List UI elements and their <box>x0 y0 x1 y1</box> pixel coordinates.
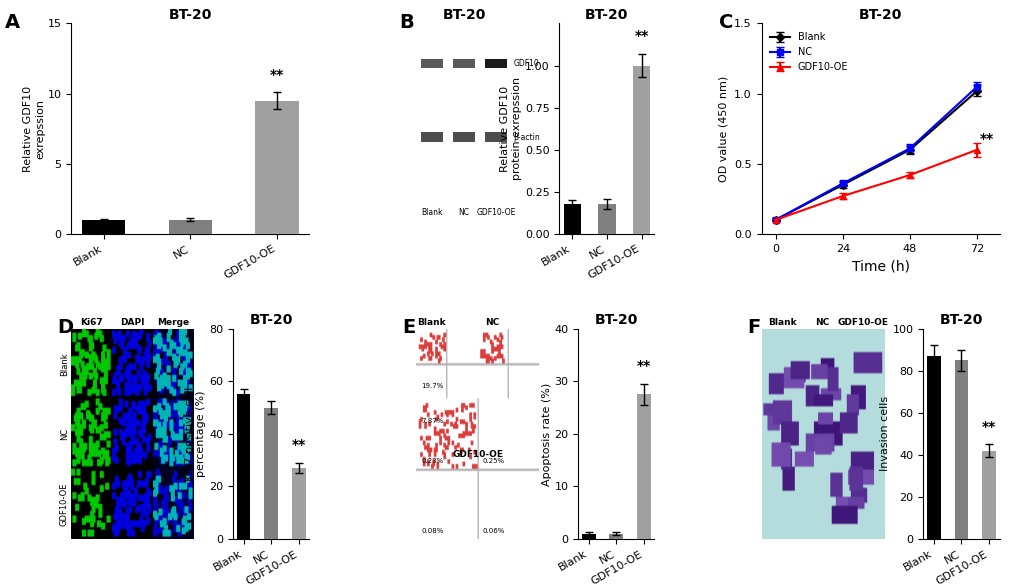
Text: GDF10-OE: GDF10-OE <box>451 450 502 459</box>
Text: **: ** <box>981 420 996 434</box>
Bar <box>255 101 299 234</box>
Text: GDF10: GDF10 <box>513 59 538 68</box>
Text: NC: NC <box>815 318 828 326</box>
Bar <box>564 203 581 234</box>
FancyBboxPatch shape <box>421 59 443 68</box>
Y-axis label: Apoptosis rate (%): Apoptosis rate (%) <box>541 382 551 486</box>
Bar <box>291 468 306 539</box>
FancyBboxPatch shape <box>484 132 506 142</box>
Text: 0.23%: 0.23% <box>421 458 443 464</box>
Bar <box>637 394 650 539</box>
Text: E: E <box>401 318 415 337</box>
Y-axis label: Relative GDF10
exrepssion: Relative GDF10 exrepssion <box>23 86 45 172</box>
FancyBboxPatch shape <box>452 59 475 68</box>
Text: A: A <box>5 13 19 32</box>
Text: 19.7%: 19.7% <box>421 383 443 389</box>
Title: BT-20: BT-20 <box>442 8 485 22</box>
Bar <box>264 408 278 539</box>
Title: BT-20: BT-20 <box>168 8 212 22</box>
Text: DAPI: DAPI <box>120 318 145 326</box>
Text: GDF10-OE: GDF10-OE <box>476 209 515 217</box>
Y-axis label: OD value (450 nm): OD value (450 nm) <box>718 76 728 182</box>
Title: BT-20: BT-20 <box>858 8 902 22</box>
Text: GDF10-OE: GDF10-OE <box>837 318 888 326</box>
Text: B: B <box>399 13 414 32</box>
Title: BT-20: BT-20 <box>594 314 638 328</box>
Bar <box>581 534 595 539</box>
Bar <box>632 66 649 234</box>
Text: **: ** <box>636 359 650 373</box>
Text: 0.06%: 0.06% <box>482 528 504 534</box>
Text: D: D <box>57 318 72 337</box>
Text: GDF10-OE: GDF10-OE <box>60 482 69 526</box>
Bar <box>981 451 996 539</box>
FancyBboxPatch shape <box>421 132 443 142</box>
Text: **: ** <box>270 67 284 81</box>
Text: **: ** <box>291 438 306 452</box>
Title: BT-20: BT-20 <box>938 314 982 328</box>
Text: Blank: Blank <box>767 318 796 326</box>
Text: Blank: Blank <box>421 209 442 217</box>
Text: 7.87%: 7.87% <box>421 418 443 424</box>
Text: 0.25%: 0.25% <box>482 458 504 464</box>
Text: 0.08%: 0.08% <box>421 528 443 534</box>
Text: Merge: Merge <box>157 318 189 326</box>
Bar <box>926 356 940 539</box>
Legend: Blank, NC, GDF10-OE: Blank, NC, GDF10-OE <box>765 28 851 76</box>
Bar <box>83 220 125 234</box>
Y-axis label: Invasion cells: Invasion cells <box>879 396 889 472</box>
Y-axis label: Relative GDF10
protein exrepssion: Relative GDF10 protein exrepssion <box>500 77 522 180</box>
Bar <box>236 394 251 539</box>
Title: BT-20: BT-20 <box>585 8 628 22</box>
Text: **: ** <box>634 29 648 43</box>
Bar <box>954 360 967 539</box>
FancyBboxPatch shape <box>484 59 506 68</box>
Text: β-actin: β-actin <box>513 132 539 142</box>
Bar <box>168 220 212 234</box>
Text: NC: NC <box>459 209 469 217</box>
Text: NC: NC <box>485 318 499 326</box>
X-axis label: Time (h): Time (h) <box>851 259 909 273</box>
Text: NC: NC <box>60 428 69 440</box>
FancyBboxPatch shape <box>452 132 475 142</box>
Text: F: F <box>746 318 759 337</box>
Y-axis label: Ki67 positive cell
percentage (%): Ki67 positive cell percentage (%) <box>184 387 206 481</box>
Text: **: ** <box>979 131 994 145</box>
Bar <box>598 203 614 234</box>
Text: C: C <box>718 13 733 32</box>
Title: BT-20: BT-20 <box>250 314 292 328</box>
Bar <box>608 534 623 539</box>
Text: Blank: Blank <box>417 318 445 326</box>
Text: Blank: Blank <box>60 352 69 376</box>
Text: Ki67: Ki67 <box>81 318 103 326</box>
